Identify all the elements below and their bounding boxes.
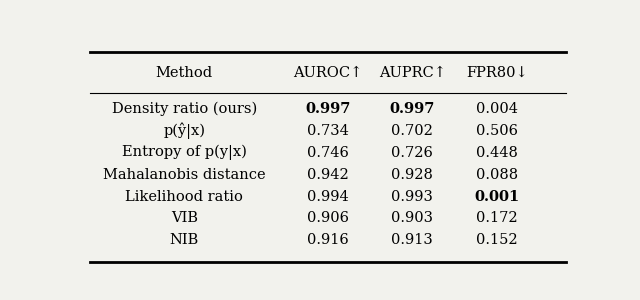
Text: 0.001: 0.001 — [474, 190, 519, 203]
Text: 0.506: 0.506 — [476, 124, 518, 138]
Text: 0.746: 0.746 — [307, 146, 349, 160]
Text: NIB: NIB — [170, 233, 199, 248]
Text: 0.928: 0.928 — [392, 168, 433, 182]
Text: AUROC↑: AUROC↑ — [293, 66, 363, 80]
Text: 0.152: 0.152 — [476, 233, 518, 248]
Text: 0.994: 0.994 — [307, 190, 349, 203]
Text: 0.993: 0.993 — [392, 190, 433, 203]
Text: Entropy of p(y|x): Entropy of p(y|x) — [122, 145, 246, 161]
Text: 0.903: 0.903 — [391, 212, 433, 226]
Text: 0.916: 0.916 — [307, 233, 349, 248]
Text: 0.088: 0.088 — [476, 168, 518, 182]
Text: 0.734: 0.734 — [307, 124, 349, 138]
Text: 0.997: 0.997 — [305, 102, 351, 116]
Text: 0.913: 0.913 — [392, 233, 433, 248]
Text: 0.726: 0.726 — [392, 146, 433, 160]
Text: 0.997: 0.997 — [390, 102, 435, 116]
Text: 0.942: 0.942 — [307, 168, 349, 182]
Text: 0.702: 0.702 — [392, 124, 433, 138]
Text: Density ratio (ours): Density ratio (ours) — [111, 102, 257, 116]
Text: AUPRC↑: AUPRC↑ — [379, 66, 446, 80]
Text: FPR80↓: FPR80↓ — [466, 66, 527, 80]
Text: 0.004: 0.004 — [476, 102, 518, 116]
Text: Method: Method — [156, 66, 212, 80]
Text: 0.172: 0.172 — [476, 212, 518, 226]
Text: 0.906: 0.906 — [307, 212, 349, 226]
Text: VIB: VIB — [171, 212, 198, 226]
Text: 0.448: 0.448 — [476, 146, 518, 160]
Text: p(ŷ|x): p(ŷ|x) — [163, 122, 205, 139]
Text: Mahalanobis distance: Mahalanobis distance — [103, 168, 266, 182]
Text: Likelihood ratio: Likelihood ratio — [125, 190, 243, 203]
